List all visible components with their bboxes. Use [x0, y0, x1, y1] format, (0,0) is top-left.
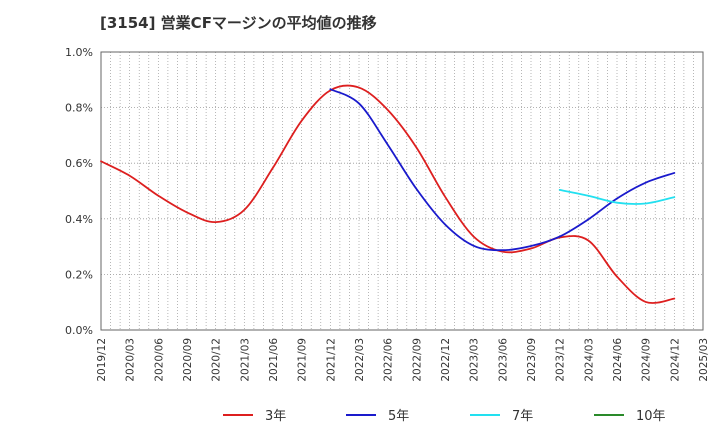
chart-title: [3154] 営業CFマージンの平均値の推移	[100, 14, 377, 32]
x-tick-label: 2025/03	[698, 338, 710, 382]
y-tick-label: 1.0%	[65, 46, 93, 59]
x-tick-label: 2024/12	[669, 338, 681, 382]
x-tick-label: 2020/03	[125, 338, 137, 382]
x-tick-label: 2023/09	[526, 338, 538, 382]
legend-label-1: 3年	[265, 409, 286, 424]
y-tick-label: 0.6%	[65, 157, 93, 170]
x-tick-label: 2023/03	[469, 338, 481, 382]
x-tick-label: 2020/12	[211, 338, 223, 382]
x-tick-label: 2024/09	[641, 338, 653, 382]
x-tick-label: 2021/12	[325, 338, 337, 382]
x-tick-label: 2020/09	[182, 338, 194, 382]
x-tick-label: 2023/06	[497, 338, 509, 382]
legend-label-2: 5年	[388, 409, 409, 424]
series-line-3	[558, 188, 676, 205]
x-tick-label: 2022/06	[383, 338, 395, 382]
x-tick-label: 2019/12	[96, 338, 108, 382]
x-tick-label: 2022/12	[440, 338, 452, 382]
x-tick-label: 2024/03	[583, 338, 595, 382]
plot-border	[100, 51, 704, 331]
y-tick-label: 0.0%	[65, 324, 93, 337]
series-line-1	[100, 84, 676, 304]
x-tick-label: 2021/03	[239, 338, 251, 382]
y-tick-label: 0.8%	[65, 102, 93, 115]
y-tick-label: 0.4%	[65, 213, 93, 226]
x-tick-label: 2023/12	[555, 338, 567, 382]
legend-label-3: 7年	[512, 409, 533, 424]
x-tick-label: 2021/06	[268, 338, 280, 382]
series-line-2	[329, 88, 676, 252]
x-tick-label: 2020/06	[153, 338, 165, 382]
legend-label-4: 10年	[636, 409, 666, 424]
x-tick-label: 2024/06	[612, 338, 624, 382]
x-tick-label: 2022/03	[354, 338, 366, 382]
plot-area	[101, 52, 703, 330]
y-tick-label: 0.2%	[65, 268, 93, 281]
x-tick-label: 2022/09	[411, 338, 423, 382]
x-tick-label: 2021/09	[297, 338, 309, 382]
